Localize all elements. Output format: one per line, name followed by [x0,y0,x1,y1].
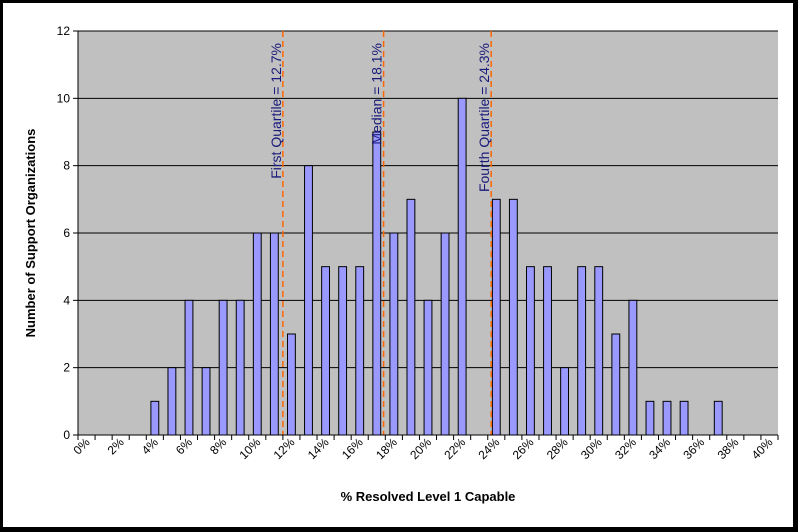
chart-frame: First Quartile = 12.7% Median = 18.1% Four… [3,3,793,527]
histogram-bar [457,97,467,436]
histogram-bar [338,266,348,436]
histogram-bar [321,266,330,436]
histogram-bar [628,299,638,436]
histogram-bar [372,131,382,436]
histogram-bar [594,266,604,436]
x-tick-label: 14% [305,435,332,462]
x-tick-label: 12% [271,435,298,462]
x-tick-label: 38% [715,435,742,462]
histogram-bar [577,266,587,436]
x-tick-label: 30% [578,435,605,462]
histogram-bar [543,266,552,436]
x-tick-label: 40% [749,435,776,462]
reference-lines: First Quartile = 12.7% Median = 18.1% Four… [268,31,492,435]
histogram-bar [713,400,723,436]
histogram-bar [679,400,689,436]
y-tick-label: 8 [63,159,70,173]
x-tick-label: 22% [441,435,468,462]
x-tick-label: 24% [476,435,503,462]
x-tick-label: 34% [646,435,673,462]
histogram-bar [218,299,228,436]
histogram-bar [645,400,655,436]
x-tick-labels: 0% 2% 4% 6% 8% 10% 12% 14% 16% 18% 20% 22% 24% 26% 28%… [70,435,775,462]
x-tick-label: 18% [373,435,400,462]
annotation-label: First Quartile = 12.7% [268,43,284,179]
histogram-bar [662,400,672,436]
histogram-bar [423,299,433,436]
x-tick-label: 32% [612,435,639,462]
histogram-bar [304,165,313,436]
y-tick-label: 4 [63,293,70,307]
x-axis-title: % Resolved Level 1 Capable [341,489,516,504]
x-tick-label: 0% [70,435,92,457]
annotation-label: Fourth Quartile = 24.3% [476,43,492,192]
x-tick-label: 8% [207,435,229,457]
y-tick-label: 0 [63,428,70,442]
x-tick-label: 16% [339,435,366,462]
histogram-bar [184,299,194,436]
x-tick-label: 28% [544,435,571,462]
histogram-bar [440,232,450,436]
annotation-label: Median = 18.1% [369,43,385,145]
histogram-bar [526,266,535,436]
histogram-bar [286,333,296,436]
x-tick-label: 20% [407,435,434,462]
x-tick-label: 6% [173,435,195,457]
histogram-chart: First Quartile = 12.7% Median = 18.1% Four… [23,24,779,504]
histogram-bar [355,266,365,436]
x-tick-label: 26% [510,435,537,462]
histogram-bar [150,400,160,436]
y-tick-labels: 0 2 4 6 8 10 12 [57,24,71,442]
histogram-bar [252,232,262,436]
histogram-bar [491,198,501,436]
y-axis-title: Number of Support Organizations [23,129,38,338]
histogram-bar [389,232,399,436]
histogram-bar [406,198,416,436]
x-tick-label: 36% [680,435,707,462]
y-tick-label: 2 [63,361,70,375]
histogram-bar [560,367,570,436]
histogram-bar [611,333,621,436]
histogram-bar [508,198,518,436]
y-tick-label: 12 [57,24,71,38]
histogram-bar [269,232,279,436]
y-tick-label: 6 [63,226,70,240]
x-tick-label: 10% [236,435,263,462]
y-tick-label: 10 [57,91,71,105]
histogram-bar [167,367,177,436]
x-tick-label: 4% [139,435,161,457]
axes [73,30,779,440]
x-tick-label: 2% [105,435,127,457]
histogram-bar [201,367,211,436]
histogram-bar [235,299,245,436]
